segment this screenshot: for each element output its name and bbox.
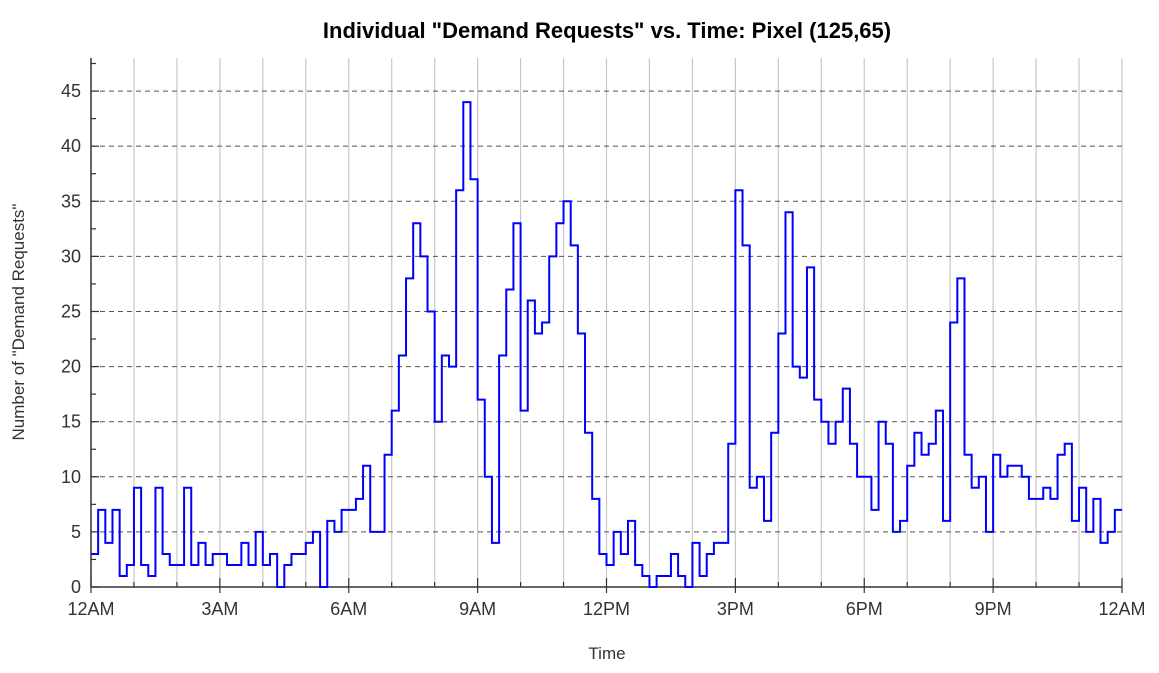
y-tick-label: 5 <box>71 522 81 542</box>
x-tick-label: 12AM <box>1098 599 1145 619</box>
y-tick-label: 0 <box>71 577 81 597</box>
y-tick-label: 20 <box>61 357 81 377</box>
x-tick-label: 12AM <box>67 599 114 619</box>
x-tick-label: 12PM <box>583 599 630 619</box>
demand-requests-step-line <box>91 101 1122 588</box>
y-tick-label: 25 <box>61 301 81 321</box>
x-tick-label: 3AM <box>201 599 238 619</box>
x-tick-label: 9AM <box>459 599 496 619</box>
y-tick-label: 10 <box>61 467 81 487</box>
chart-title: Individual "Demand Requests" vs. Time: P… <box>323 18 891 43</box>
y-tick-label: 15 <box>61 412 81 432</box>
axis-layer: 0 5 10 15 20 25 30 35 40 45 12AM 3AM 6AM 9AM 12PM 3PM 6P… <box>61 58 1146 619</box>
x-tick-label: 6PM <box>846 599 883 619</box>
series-layer <box>91 101 1122 588</box>
y-tick-label: 30 <box>61 246 81 266</box>
x-tick-label: 3PM <box>717 599 754 619</box>
y-axis-label: Number of "Demand Requests" <box>9 204 28 441</box>
x-tick-label: 6AM <box>330 599 367 619</box>
y-tick-label: 40 <box>61 136 81 156</box>
y-tick-label: 45 <box>61 81 81 101</box>
grid-layer <box>91 58 1123 587</box>
y-tick-label: 35 <box>61 191 81 211</box>
x-tick-label: 9PM <box>975 599 1012 619</box>
x-axis-label: Time <box>588 644 625 663</box>
